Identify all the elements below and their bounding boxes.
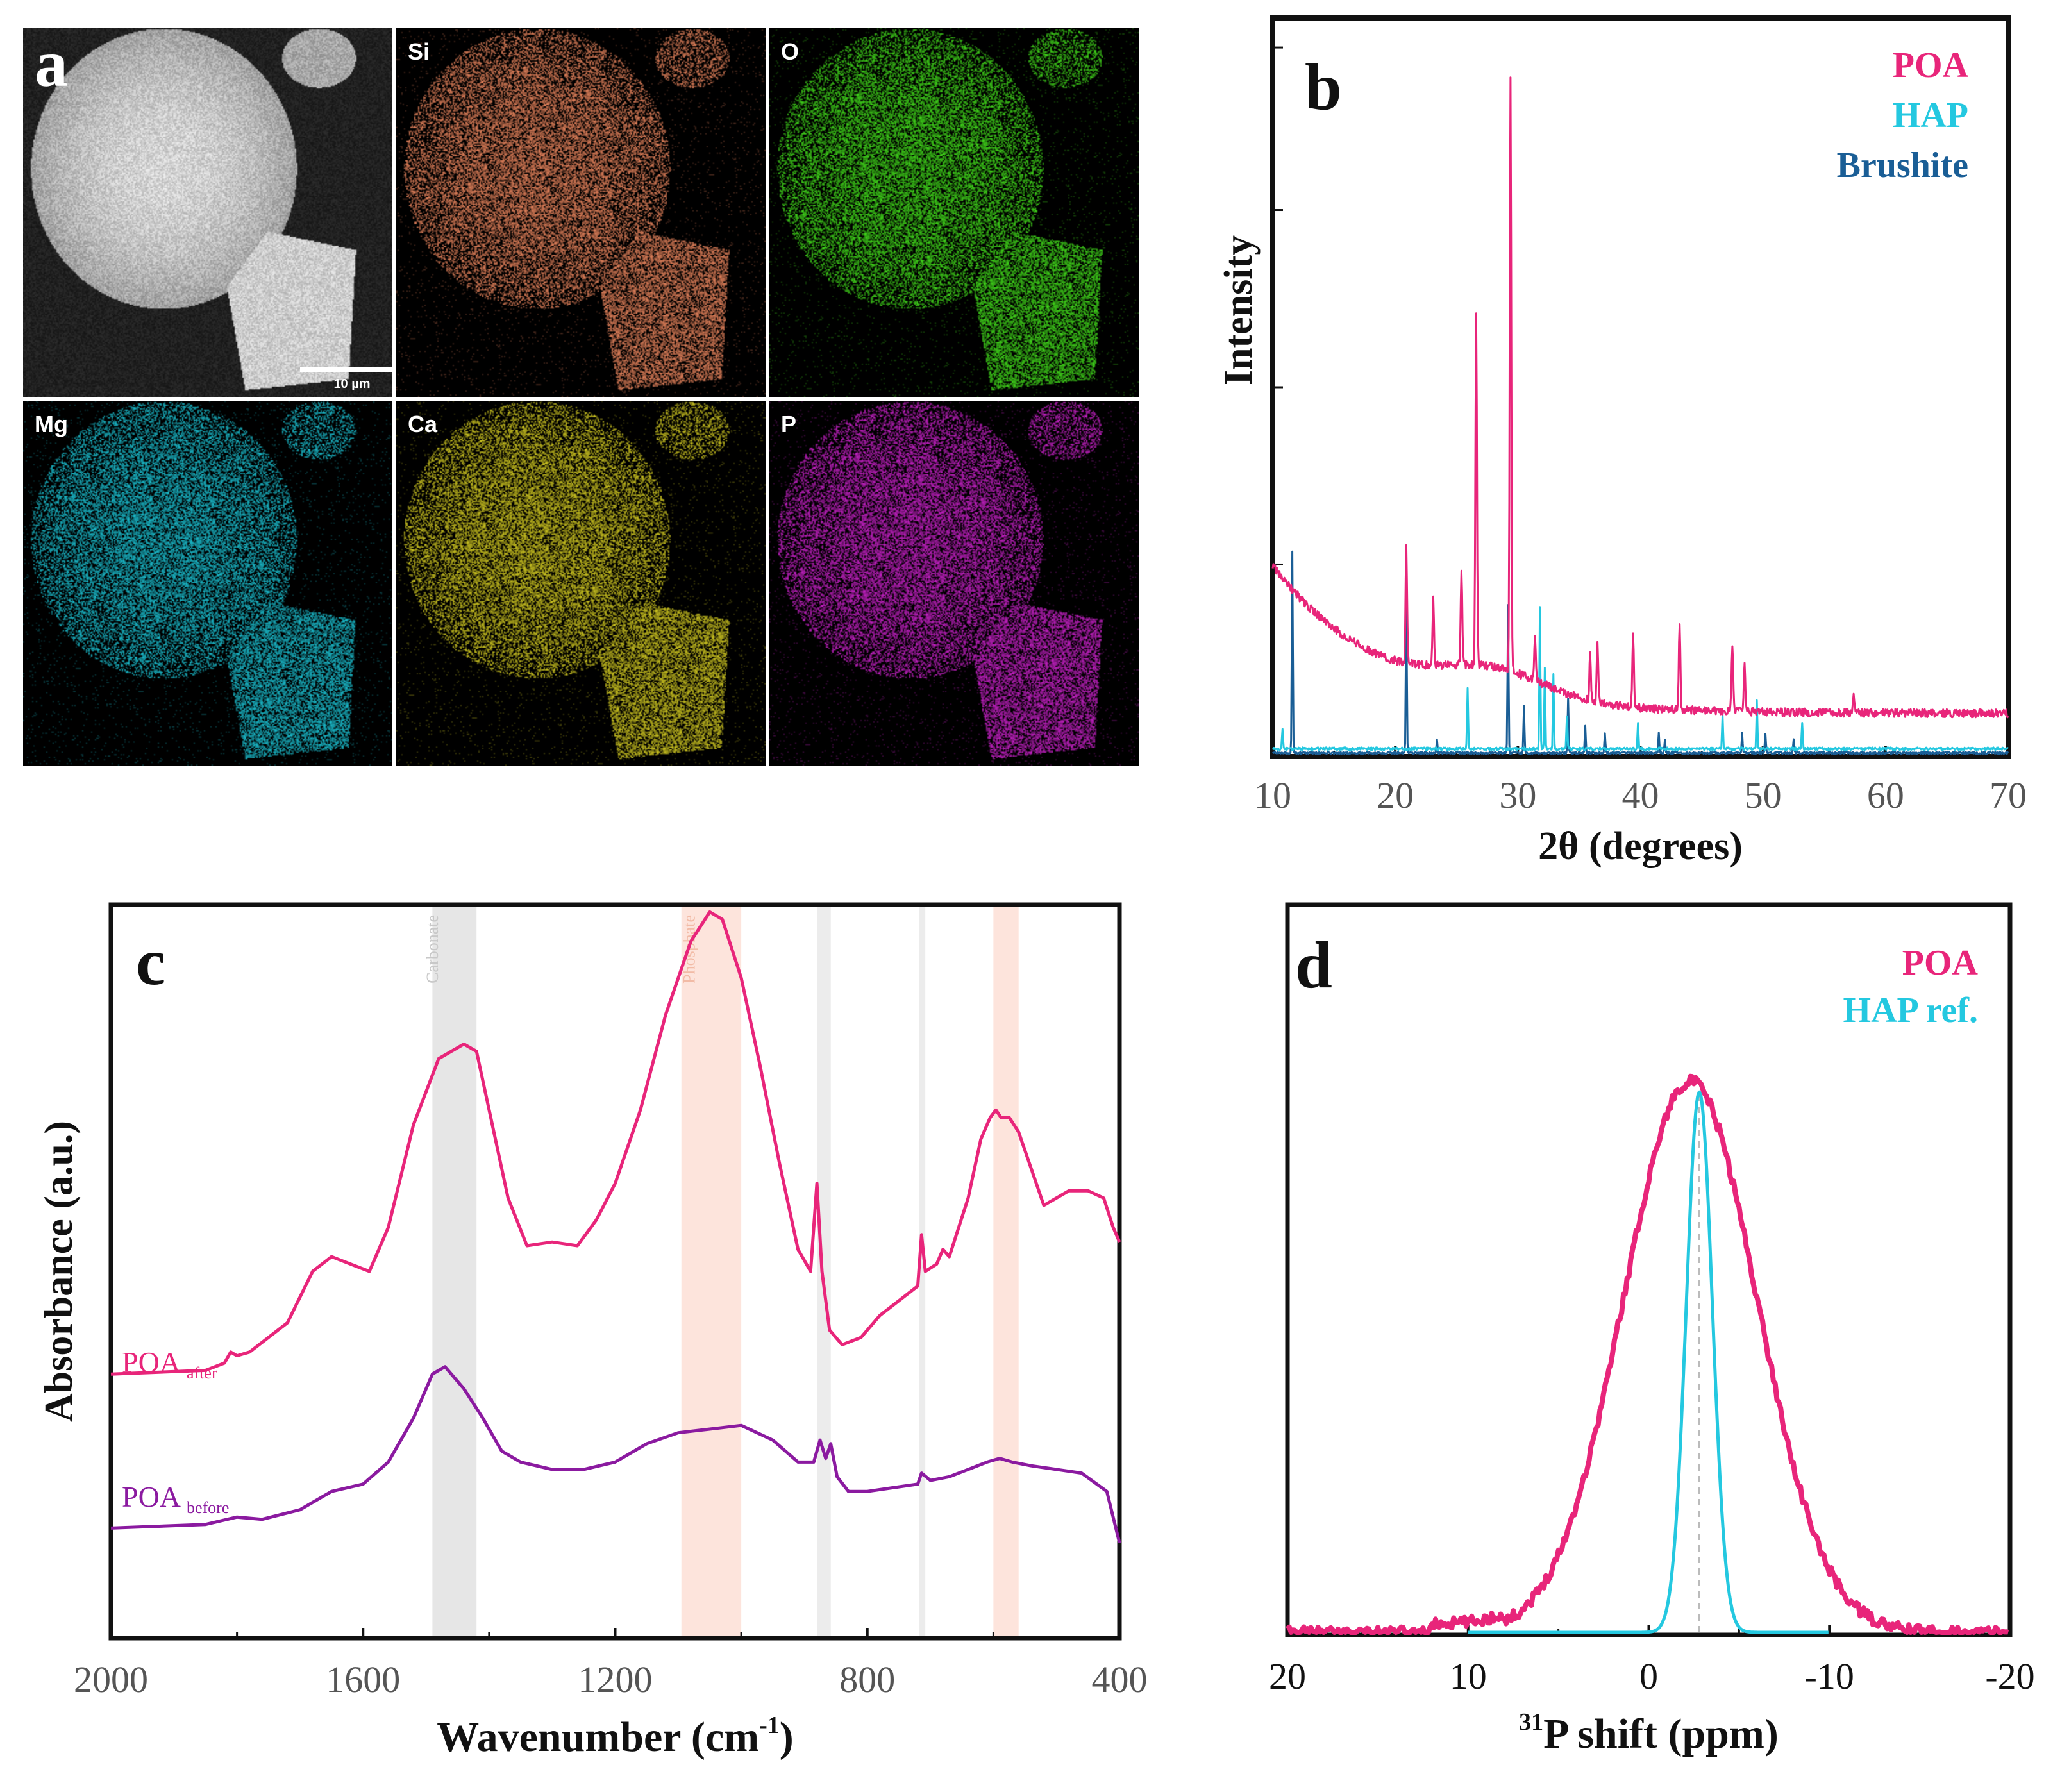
ftir-x-tick-label: 800	[839, 1659, 895, 1700]
ftir-label-poa-before: POA before	[122, 1480, 229, 1517]
xrd-x-tick-label: 30	[1499, 775, 1536, 816]
ftir-x-tick-label: 1600	[326, 1659, 400, 1700]
ftir-plot-frame	[108, 902, 1122, 1641]
mg-map-tile: Mg	[23, 401, 392, 766]
ftir-band-4	[993, 905, 1019, 1638]
scale-bar-label: 10 µm	[333, 377, 371, 391]
xrd-legend-poa: POA	[1893, 46, 1969, 85]
ftir-band-1	[681, 905, 742, 1638]
xrd-x-tick-label: 50	[1745, 775, 1782, 816]
p-map-image	[769, 401, 1139, 766]
panel-letter-d: d	[1295, 928, 1332, 1002]
ftir-label-poa-after: POA after	[122, 1346, 217, 1382]
mg-map-label: Mg	[35, 411, 68, 437]
nmr-legend-poa: POA	[1902, 943, 1979, 983]
eds-map-panel: a 10 µm Si O Mg Ca P	[23, 28, 1139, 766]
ftir-x-tick-label: 2000	[74, 1659, 148, 1700]
xrd-x-tick-label: 40	[1622, 775, 1659, 816]
o-map-tile: O	[769, 28, 1139, 397]
nmr-hap-ref-line	[1467, 1090, 1829, 1634]
ftir-y-axis-title: Absorbance (a.u.)	[37, 1121, 81, 1422]
ca-map-tile: Ca	[396, 401, 766, 766]
panel-letter-c: c	[136, 925, 165, 999]
xrd-legend-brushite: Brushite	[1837, 146, 1968, 185]
xrd-y-axis-title: Intensity	[1217, 235, 1261, 385]
xrd-hap-line	[1271, 606, 2009, 751]
xrd-poa-line	[1271, 76, 2009, 719]
ftir-x-axis-title: Wavenumber (cm-1)	[437, 1712, 794, 1761]
nmr-x-axis-title: 31P shift (ppm)	[1519, 1709, 1779, 1757]
ca-map-image	[396, 401, 766, 766]
xrd-x-tick-label: 20	[1377, 775, 1414, 816]
ftir-band-2	[817, 905, 831, 1638]
ca-map-label: Ca	[408, 411, 438, 437]
xrd-x-axis-title: 2θ (degrees)	[1538, 825, 1743, 868]
xrd-brushite-line	[1271, 550, 2009, 755]
o-map-label: O	[781, 38, 800, 65]
xrd-x-tick-label: 60	[1867, 775, 1904, 816]
nmr-legend-hap-ref: HAP ref.	[1843, 991, 1978, 1030]
mg-map-image	[23, 401, 392, 766]
ftir-band-label-carbonate: Carbonate	[423, 915, 442, 984]
si-map-image	[396, 28, 766, 397]
p-map-tile: P	[769, 401, 1139, 766]
sem-image-tile: a 10 µm	[23, 28, 392, 397]
si-map-label: Si	[408, 38, 430, 65]
p-map-label: P	[781, 411, 797, 437]
nmr-x-tick-label: 0	[1639, 1655, 1658, 1697]
xrd-legend-hap: HAP	[1893, 96, 1968, 135]
nmr-x-tick-label: -20	[1985, 1655, 2034, 1697]
nmr-x-tick-label: 20	[1269, 1655, 1306, 1697]
ftir-x-tick-label: 1200	[578, 1659, 653, 1700]
nmr-x-tick-label: -10	[1805, 1655, 1854, 1697]
nmr-poa-line	[1286, 1073, 2009, 1635]
xrd-chart: 10 20 30 40 50 60 70 2θ (degrees) Intensity b POA H…	[1217, 15, 2027, 868]
o-map-image	[769, 28, 1139, 397]
xrd-x-tick-label: 10	[1254, 775, 1291, 816]
nmr-x-tick-label: 10	[1450, 1655, 1487, 1697]
ftir-poa-before-line	[110, 1365, 1121, 1543]
ftir-band-0	[432, 905, 477, 1638]
scale-bar	[300, 367, 392, 372]
ftir-band-3	[919, 905, 926, 1638]
panel-letter-b: b	[1305, 50, 1342, 124]
ftir-poa-after-line	[110, 910, 1121, 1376]
sem-image	[23, 28, 392, 397]
xrd-x-tick-label: 70	[1990, 775, 2027, 816]
ftir-x-tick-label: 400	[1092, 1659, 1148, 1700]
panel-letter-a: a	[35, 28, 68, 101]
si-map-tile: Si	[396, 28, 766, 397]
nmr-chart: 20 10 0 -10 -20 31P shift (ppm) d POA HAP ref.	[1269, 902, 2035, 1757]
